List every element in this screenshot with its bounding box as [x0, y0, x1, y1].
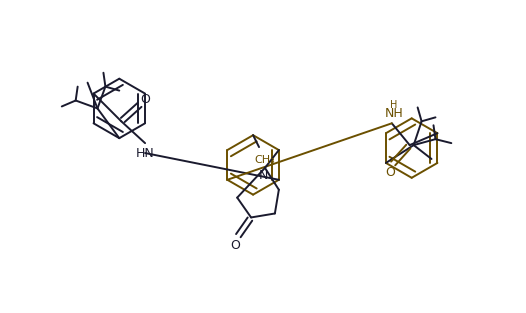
Text: H: H [390, 100, 398, 110]
Text: CH₃: CH₃ [255, 155, 275, 165]
Text: NH: NH [385, 107, 403, 120]
Text: HN: HN [136, 146, 155, 160]
Text: O: O [385, 166, 395, 179]
Text: N: N [258, 169, 268, 182]
Text: O: O [230, 239, 240, 252]
Text: O: O [140, 93, 150, 106]
